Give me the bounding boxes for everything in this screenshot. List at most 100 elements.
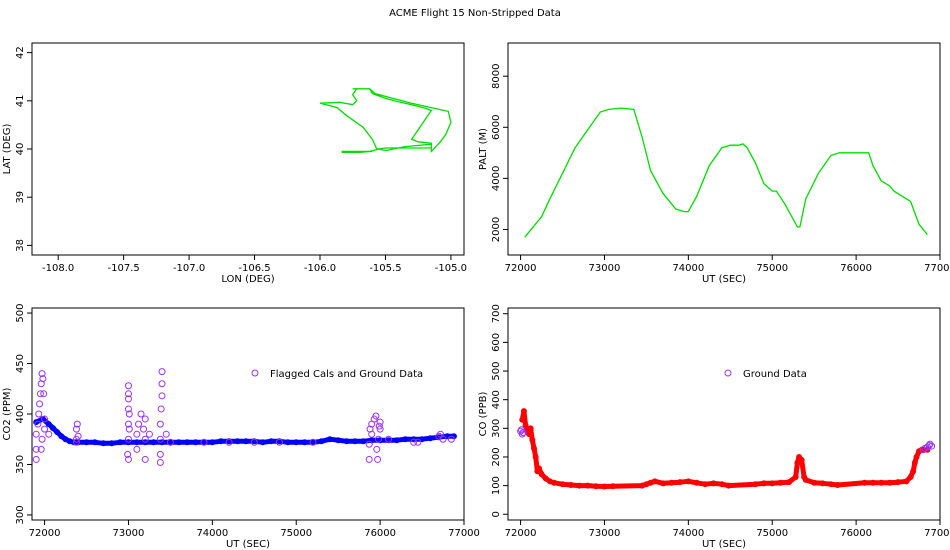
flagged-point <box>365 455 373 463</box>
data-point <box>538 471 545 478</box>
y-tick-label: 400 <box>15 404 26 423</box>
data-point <box>175 439 182 446</box>
y-tick-label: 700 <box>491 304 502 323</box>
data-point <box>542 475 549 482</box>
flagged-point <box>309 438 317 446</box>
y-tick-label: 500 <box>491 361 502 380</box>
data-point <box>651 478 658 485</box>
flagged-point <box>133 445 141 453</box>
data-point <box>911 459 918 466</box>
data-point <box>725 482 732 489</box>
flagged-point <box>373 445 381 453</box>
x-axis-label: LON (DEG) <box>221 274 274 285</box>
data-point <box>861 479 868 486</box>
flagged-point <box>32 445 40 453</box>
flagged-point <box>125 425 133 433</box>
data-point <box>259 439 266 446</box>
x-tick-label: 75000 <box>280 528 312 539</box>
data-point <box>200 439 207 446</box>
data-point <box>532 453 539 460</box>
flagged-point <box>376 418 384 426</box>
y-axis-label: CO (PPB) <box>478 392 489 437</box>
data-point <box>819 480 826 487</box>
data-point <box>326 436 333 443</box>
data-point <box>792 474 799 481</box>
flagged-point <box>124 405 132 413</box>
data-point <box>668 479 675 486</box>
data-point <box>531 445 538 452</box>
data-point <box>794 459 801 466</box>
flagged-point <box>141 455 149 463</box>
x-axis-label: UT (SEC) <box>702 539 746 550</box>
data-point <box>335 437 342 444</box>
x-tick-label: 73000 <box>589 528 621 539</box>
data-point <box>402 436 409 443</box>
plot-frame <box>31 307 465 521</box>
flagged-point <box>40 390 48 398</box>
data-point <box>242 438 249 445</box>
data-point <box>150 439 157 446</box>
flagged-point <box>368 430 376 438</box>
flagged-point <box>414 438 422 446</box>
data-point <box>601 483 608 490</box>
flagged-point <box>447 435 455 443</box>
data-point <box>360 438 367 445</box>
y-tick-label: 40 <box>15 143 26 156</box>
x-tick-label: 75000 <box>756 263 788 274</box>
y-tick-label: 100 <box>491 476 502 495</box>
flagged-point <box>36 400 44 408</box>
y-tick-label: 8000 <box>491 63 502 88</box>
data-point <box>58 433 65 440</box>
x-tick-label: -108.0 <box>42 263 74 274</box>
flagged-point <box>439 435 447 443</box>
data-point <box>209 439 216 446</box>
data-point <box>551 479 558 486</box>
x-tick-label: 74000 <box>196 528 228 539</box>
plot-frame <box>507 42 941 256</box>
data-point <box>827 481 834 488</box>
x-tick-label: 76000 <box>840 528 872 539</box>
data-point <box>693 479 700 486</box>
flagged-point <box>145 430 153 438</box>
flagged-point <box>36 390 44 398</box>
data-point <box>217 438 224 445</box>
data-point <box>903 478 910 485</box>
flagged-point <box>374 435 382 443</box>
flagged-point <box>928 442 936 450</box>
x-tick-label: 77000 <box>924 528 950 539</box>
flagged-point <box>124 395 132 403</box>
data-point <box>798 456 805 463</box>
x-tick-label: -105.0 <box>435 263 467 274</box>
flagged-point <box>374 455 382 463</box>
data-layer <box>319 88 452 154</box>
flagged-point <box>34 420 42 428</box>
flagged-point <box>72 425 80 433</box>
flagged-point <box>375 422 383 430</box>
flagged-point <box>158 392 166 400</box>
flagged-point <box>39 375 47 383</box>
data-point <box>49 425 56 432</box>
flagged-point <box>166 438 174 446</box>
y-tick-label: 6000 <box>491 115 502 140</box>
x-tick-label: 73000 <box>589 263 621 274</box>
data-point <box>834 482 841 489</box>
x-tick-label: -106.5 <box>238 263 270 274</box>
x-tick-label: 73000 <box>113 528 145 539</box>
data-layer <box>524 107 928 238</box>
flagged-point <box>41 425 49 433</box>
x-tick-label: -105.5 <box>369 263 401 274</box>
flagged-point <box>156 458 164 466</box>
flagged-point <box>124 435 132 443</box>
y-tick-label: 0 <box>491 511 502 517</box>
data-point <box>108 440 115 447</box>
x-tick-label: -107.0 <box>173 263 205 274</box>
data-point <box>609 483 616 490</box>
y-tick-label: 4000 <box>491 166 502 191</box>
data-point <box>786 479 793 486</box>
flagged-point <box>519 429 527 437</box>
data-point <box>907 474 914 481</box>
flagged-point <box>225 438 233 446</box>
y-tick-label: 300 <box>491 419 502 438</box>
flagged-point <box>45 430 53 438</box>
